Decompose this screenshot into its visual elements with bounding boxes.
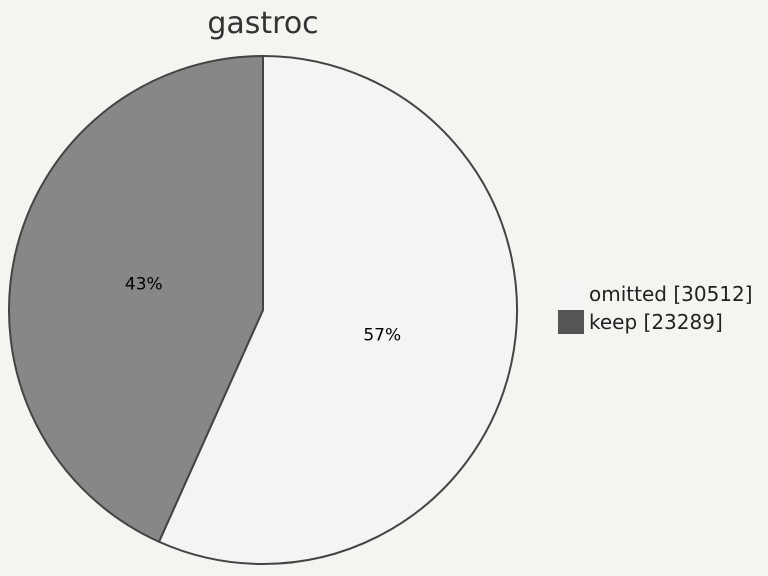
legend-swatch-keep <box>558 310 584 334</box>
legend-item-keep: keep [23289] <box>558 308 753 336</box>
slice-label-keep: 43% <box>125 274 163 294</box>
pie-slice-omitted <box>157 54 518 565</box>
chart-title: gastroc <box>207 6 319 41</box>
legend-item-omitted: omitted [30512] <box>558 280 753 308</box>
pie-chart: 57% 43% <box>8 54 518 565</box>
pie-slice-keep <box>8 54 264 544</box>
legend: omitted [30512] keep [23289] <box>558 280 753 336</box>
legend-label-omitted: omitted [30512] <box>589 282 753 306</box>
slice-label-omitted: 57% <box>363 326 401 346</box>
legend-swatch-omitted <box>558 282 584 306</box>
legend-label-keep: keep [23289] <box>589 310 723 334</box>
